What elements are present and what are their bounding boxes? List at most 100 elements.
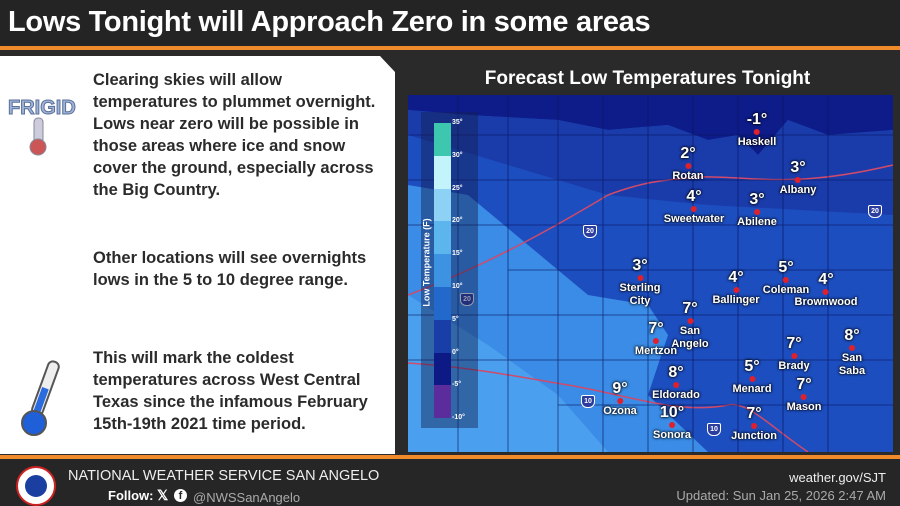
legend-color-segment xyxy=(434,188,451,222)
nws-logo xyxy=(16,466,56,506)
city-name: Brady xyxy=(778,360,810,372)
legend-color-segment xyxy=(434,352,451,386)
city-name: Sweetwater xyxy=(663,213,725,225)
legend-color-segment xyxy=(434,319,451,353)
interstate-20-shield: 20 xyxy=(583,225,597,238)
city-san-angelo: 7° San Angelo xyxy=(663,301,718,351)
city-eldorado: 8° Eldorado xyxy=(652,365,700,402)
city-name: Menard xyxy=(732,383,772,395)
city-temperature: 3° xyxy=(749,191,765,208)
city-dot xyxy=(652,338,659,344)
legend-tick-label: 15° xyxy=(452,250,463,258)
page-title: Lows Tonight will Approach Zero in some … xyxy=(8,6,651,38)
city-brownwood: 4° Brownwood xyxy=(795,272,858,309)
temperature-legend: Low Temperature (F) 35° 30° 25° 20° 15° 10° 5°… xyxy=(421,112,478,428)
legend-color-segment xyxy=(434,123,451,156)
map-title: Forecast Low Temperatures Tonight xyxy=(484,68,811,89)
legend-tick-label: 25° xyxy=(452,184,463,192)
facebook-icon[interactable]: f xyxy=(174,489,187,502)
city-dot xyxy=(795,177,801,183)
city-san-saba: 8° San Saba xyxy=(828,328,876,378)
city-dot xyxy=(801,394,807,400)
city-name: San Saba xyxy=(838,352,866,377)
city-name: Albany xyxy=(779,184,817,196)
website-link[interactable]: weather.gov/SJT xyxy=(789,470,886,485)
city-name: Sonora xyxy=(653,429,691,441)
city-albany: 3° Albany xyxy=(780,160,817,197)
city-dot xyxy=(751,423,757,429)
city-name: San Angelo xyxy=(671,325,709,350)
city-name: Mertzon xyxy=(634,345,678,357)
city-dot xyxy=(754,129,760,135)
city-dot xyxy=(672,382,679,388)
city-dot xyxy=(732,287,739,293)
city-name: Abilene xyxy=(737,216,777,228)
city-dot xyxy=(849,345,855,351)
city-name: Ballinger xyxy=(712,294,760,306)
legend-color-bar xyxy=(434,123,451,419)
city-sweetwater: 4° Sweetwater xyxy=(664,189,725,226)
city-temperature: 3° xyxy=(632,257,648,274)
paragraph-1: Clearing skies will allow temperatures t… xyxy=(93,71,376,199)
city-sonora: 10° Sonora xyxy=(653,405,691,442)
city-dot xyxy=(753,209,760,215)
header: Lows Tonight will Approach Zero in some … xyxy=(0,0,900,50)
city-temperature: 8° xyxy=(844,327,860,344)
city-temperature: 4° xyxy=(686,188,702,205)
city-temperature: 3° xyxy=(790,159,806,176)
city-dot xyxy=(691,206,697,212)
city-temperature: 4° xyxy=(728,269,744,286)
city-rotan: 2° Rotan xyxy=(672,146,703,183)
city-temperature: 10° xyxy=(659,404,685,421)
legend-title: Low Temperature (F) xyxy=(421,218,432,307)
interstate-20-shield: 20 xyxy=(460,293,474,306)
frigid-thermometer-icon: FRIGID xyxy=(8,97,76,156)
thermometer-icon xyxy=(21,360,60,436)
svg-text:FRIGID: FRIGID xyxy=(8,97,76,119)
legend-color-segment xyxy=(434,286,451,320)
legend-tick-label: -10° xyxy=(452,414,465,422)
city-name: Sterling City xyxy=(619,282,661,307)
city-sterling-city: 3° Sterling City xyxy=(613,258,668,308)
city-abilene: 3° Abilene xyxy=(737,192,777,229)
city-dot xyxy=(684,163,691,169)
x-icon[interactable]: 𝕏 xyxy=(157,487,169,503)
city-name: Rotan xyxy=(672,170,704,182)
city-temperature: 4° xyxy=(818,271,834,288)
city-dot xyxy=(669,422,675,428)
city-name: Junction xyxy=(731,430,777,442)
city-temperature: 7° xyxy=(682,300,698,317)
footer: NATIONAL WEATHER SERVICE SAN ANGELO Foll… xyxy=(0,455,900,506)
interstate-10-shield: 10 xyxy=(581,395,595,408)
city-name: Eldorado xyxy=(652,389,700,401)
city-coleman: 5° Coleman xyxy=(763,260,809,297)
city-name: Haskell xyxy=(737,136,777,148)
legend-tick-label: -5° xyxy=(452,381,462,389)
office-name: NATIONAL WEATHER SERVICE SAN ANGELO xyxy=(68,468,380,484)
city-ozona: 9° Ozona xyxy=(603,381,637,418)
legend-tick-label: 0° xyxy=(452,348,459,356)
city-mertzon: 7° Mertzon xyxy=(635,321,677,358)
city-temperature: -1° xyxy=(746,111,768,128)
city-junction: 7° Junction xyxy=(731,406,777,443)
left-panel: FRIGID Clearing skies will allow tempera… xyxy=(0,56,395,454)
city-dot xyxy=(783,277,789,283)
city-name: Mason xyxy=(786,401,822,413)
city-menard: 5° Menard xyxy=(732,359,771,396)
city-name: Brownwood xyxy=(794,296,858,308)
city-temperature: 5° xyxy=(744,358,760,375)
paragraph-2: Other locations will see overnights lows… xyxy=(93,249,367,289)
city-dot xyxy=(637,275,643,281)
city-mason: 7° Mason xyxy=(787,377,822,414)
city-name: Coleman xyxy=(762,284,810,296)
city-name: Ozona xyxy=(603,405,637,417)
legend-tick-label: 10° xyxy=(452,283,463,290)
city-haskell: -1° Haskell xyxy=(738,112,777,149)
legend-tick-label: 35° xyxy=(452,119,463,126)
social-handle[interactable]: @NWSSanAngelo xyxy=(193,490,301,505)
city-temperature: 7° xyxy=(746,405,762,422)
city-dot xyxy=(749,376,755,382)
city-brady: 7° Brady xyxy=(778,336,809,373)
temperature-map: 20 20 20 10 10 xyxy=(408,95,893,452)
updated-timestamp: Updated: Sun Jan 25, 2026 2:47 AM xyxy=(676,488,886,503)
